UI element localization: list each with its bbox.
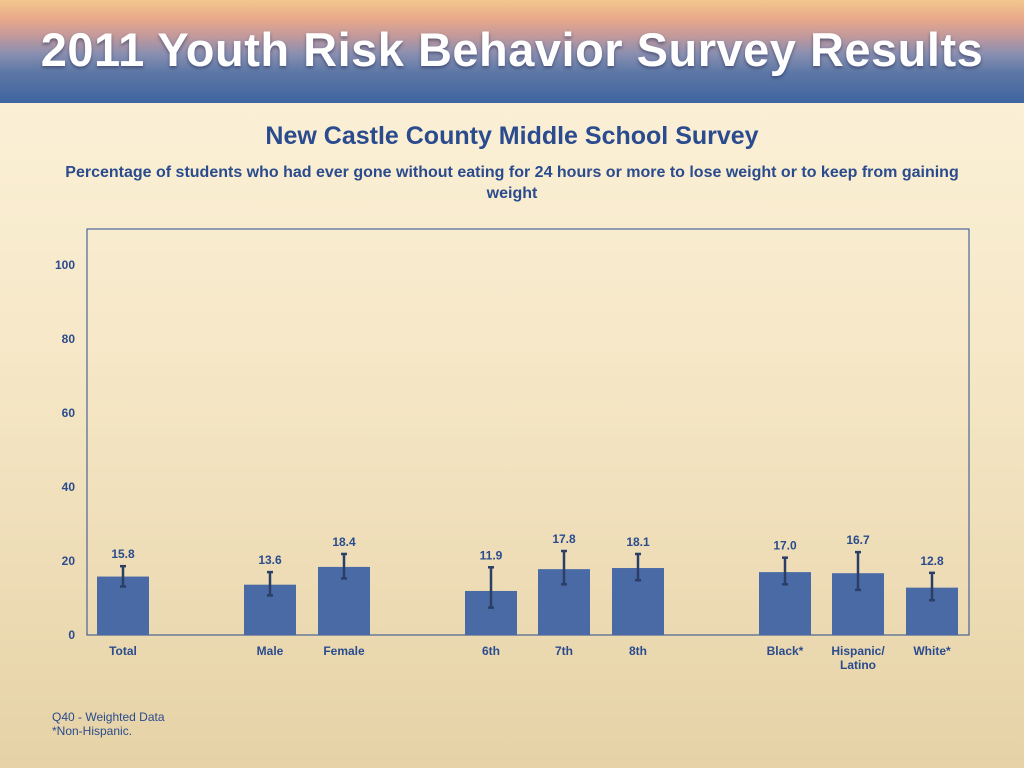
chart-title: New Castle County Middle School Survey — [265, 122, 759, 150]
category-label-total: Total — [109, 644, 137, 658]
data-label-white: 12.8 — [920, 554, 944, 568]
data-label-black: 17.0 — [773, 539, 797, 553]
category-label-white: White* — [913, 644, 951, 658]
bars: 15.8 13.6 18.4 11.9 17.8 18.1 17.0 16.7 12.8 — [97, 532, 958, 635]
category-label-7th: 7th — [555, 644, 573, 658]
plot-frame — [86, 228, 970, 636]
category-labels: Total Male Female 6th 7th 8th Black* Hispanic/L… — [109, 644, 951, 672]
category-label-black: Black* — [767, 644, 804, 658]
chart-subtitle: Percentage of students who had ever gone… — [65, 164, 959, 202]
data-label-total: 15.8 — [111, 547, 135, 561]
error-bar-female — [341, 552, 347, 580]
error-bar-6th — [488, 566, 494, 609]
banner: 2011 Youth Risk Behavior Survey Results — [0, 0, 1024, 103]
y-tick-label-40: 40 — [62, 480, 76, 494]
error-bar-7th — [561, 549, 567, 586]
y-tick-label-100: 100 — [55, 258, 75, 272]
y-tick-label-20: 20 — [62, 554, 76, 568]
data-label-6th: 11.9 — [480, 548, 503, 562]
y-tick-label-80: 80 — [62, 332, 76, 346]
error-bar-male — [267, 570, 273, 597]
error-bar-8th — [635, 552, 641, 582]
data-label-8th: 18.1 — [626, 535, 650, 549]
category-label-6th: 6th — [482, 644, 500, 658]
data-label-7th: 17.8 — [552, 532, 576, 546]
error-bar-white — [929, 571, 935, 602]
category-label-hispanic-line2: Latino — [840, 658, 876, 672]
y-tick-label-0: 0 — [68, 628, 75, 642]
data-label-male: 13.6 — [258, 553, 282, 567]
footnote-weighted: Q40 - Weighted Data — [52, 710, 165, 724]
error-bar-hispanic — [855, 550, 861, 592]
category-label-hispanic: Hispanic/ — [831, 644, 885, 658]
data-label-hispanic: 16.7 — [846, 533, 870, 547]
data-label-female: 18.4 — [332, 535, 356, 549]
category-label-male: Male — [257, 644, 284, 658]
error-bar-black — [782, 556, 788, 586]
error-bar-total — [120, 564, 126, 588]
banner-title: 2011 Youth Risk Behavior Survey Results — [40, 23, 984, 76]
category-label-8th: 8th — [629, 644, 647, 658]
category-label-female: Female — [323, 644, 365, 658]
footnote-nonhispanic: *Non-Hispanic. — [52, 724, 133, 738]
footnotes: Q40 - Weighted Data *Non-Hispanic. — [52, 710, 165, 738]
y-axis-ticks: 0 20 40 60 80 100 — [55, 258, 75, 642]
y-tick-label-60: 60 — [62, 406, 76, 420]
